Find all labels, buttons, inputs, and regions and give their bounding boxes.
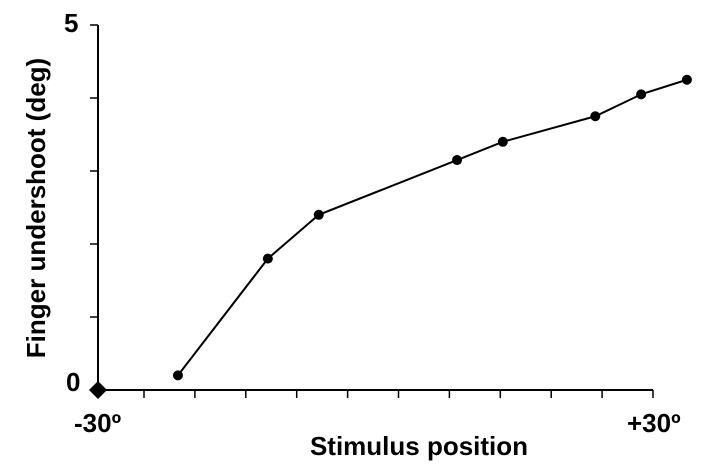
tick-labels: 0 5 -30º +30º <box>64 8 681 438</box>
data-point <box>636 89 647 100</box>
data-point <box>497 136 508 147</box>
data-point <box>452 155 463 166</box>
y-axis-label: Finger undershoot (deg) <box>21 58 51 358</box>
y-tick-label-min: 0 <box>66 367 80 397</box>
axis-ticks <box>90 24 654 398</box>
data-point <box>590 111 601 122</box>
x-tick-label-min: -30º <box>74 408 122 438</box>
axis-titles: Stimulus position Finger undershoot (deg… <box>21 58 528 461</box>
data-point <box>313 209 324 220</box>
data-point <box>262 253 273 264</box>
x-axis-label: Stimulus position <box>310 431 528 461</box>
series-line <box>177 78 688 377</box>
y-tick-label-max: 5 <box>64 8 78 38</box>
data-series <box>172 74 692 381</box>
data-point <box>681 74 692 85</box>
axes <box>89 25 653 399</box>
x-tick-label-max: +30º <box>627 408 681 438</box>
data-point <box>172 370 183 381</box>
